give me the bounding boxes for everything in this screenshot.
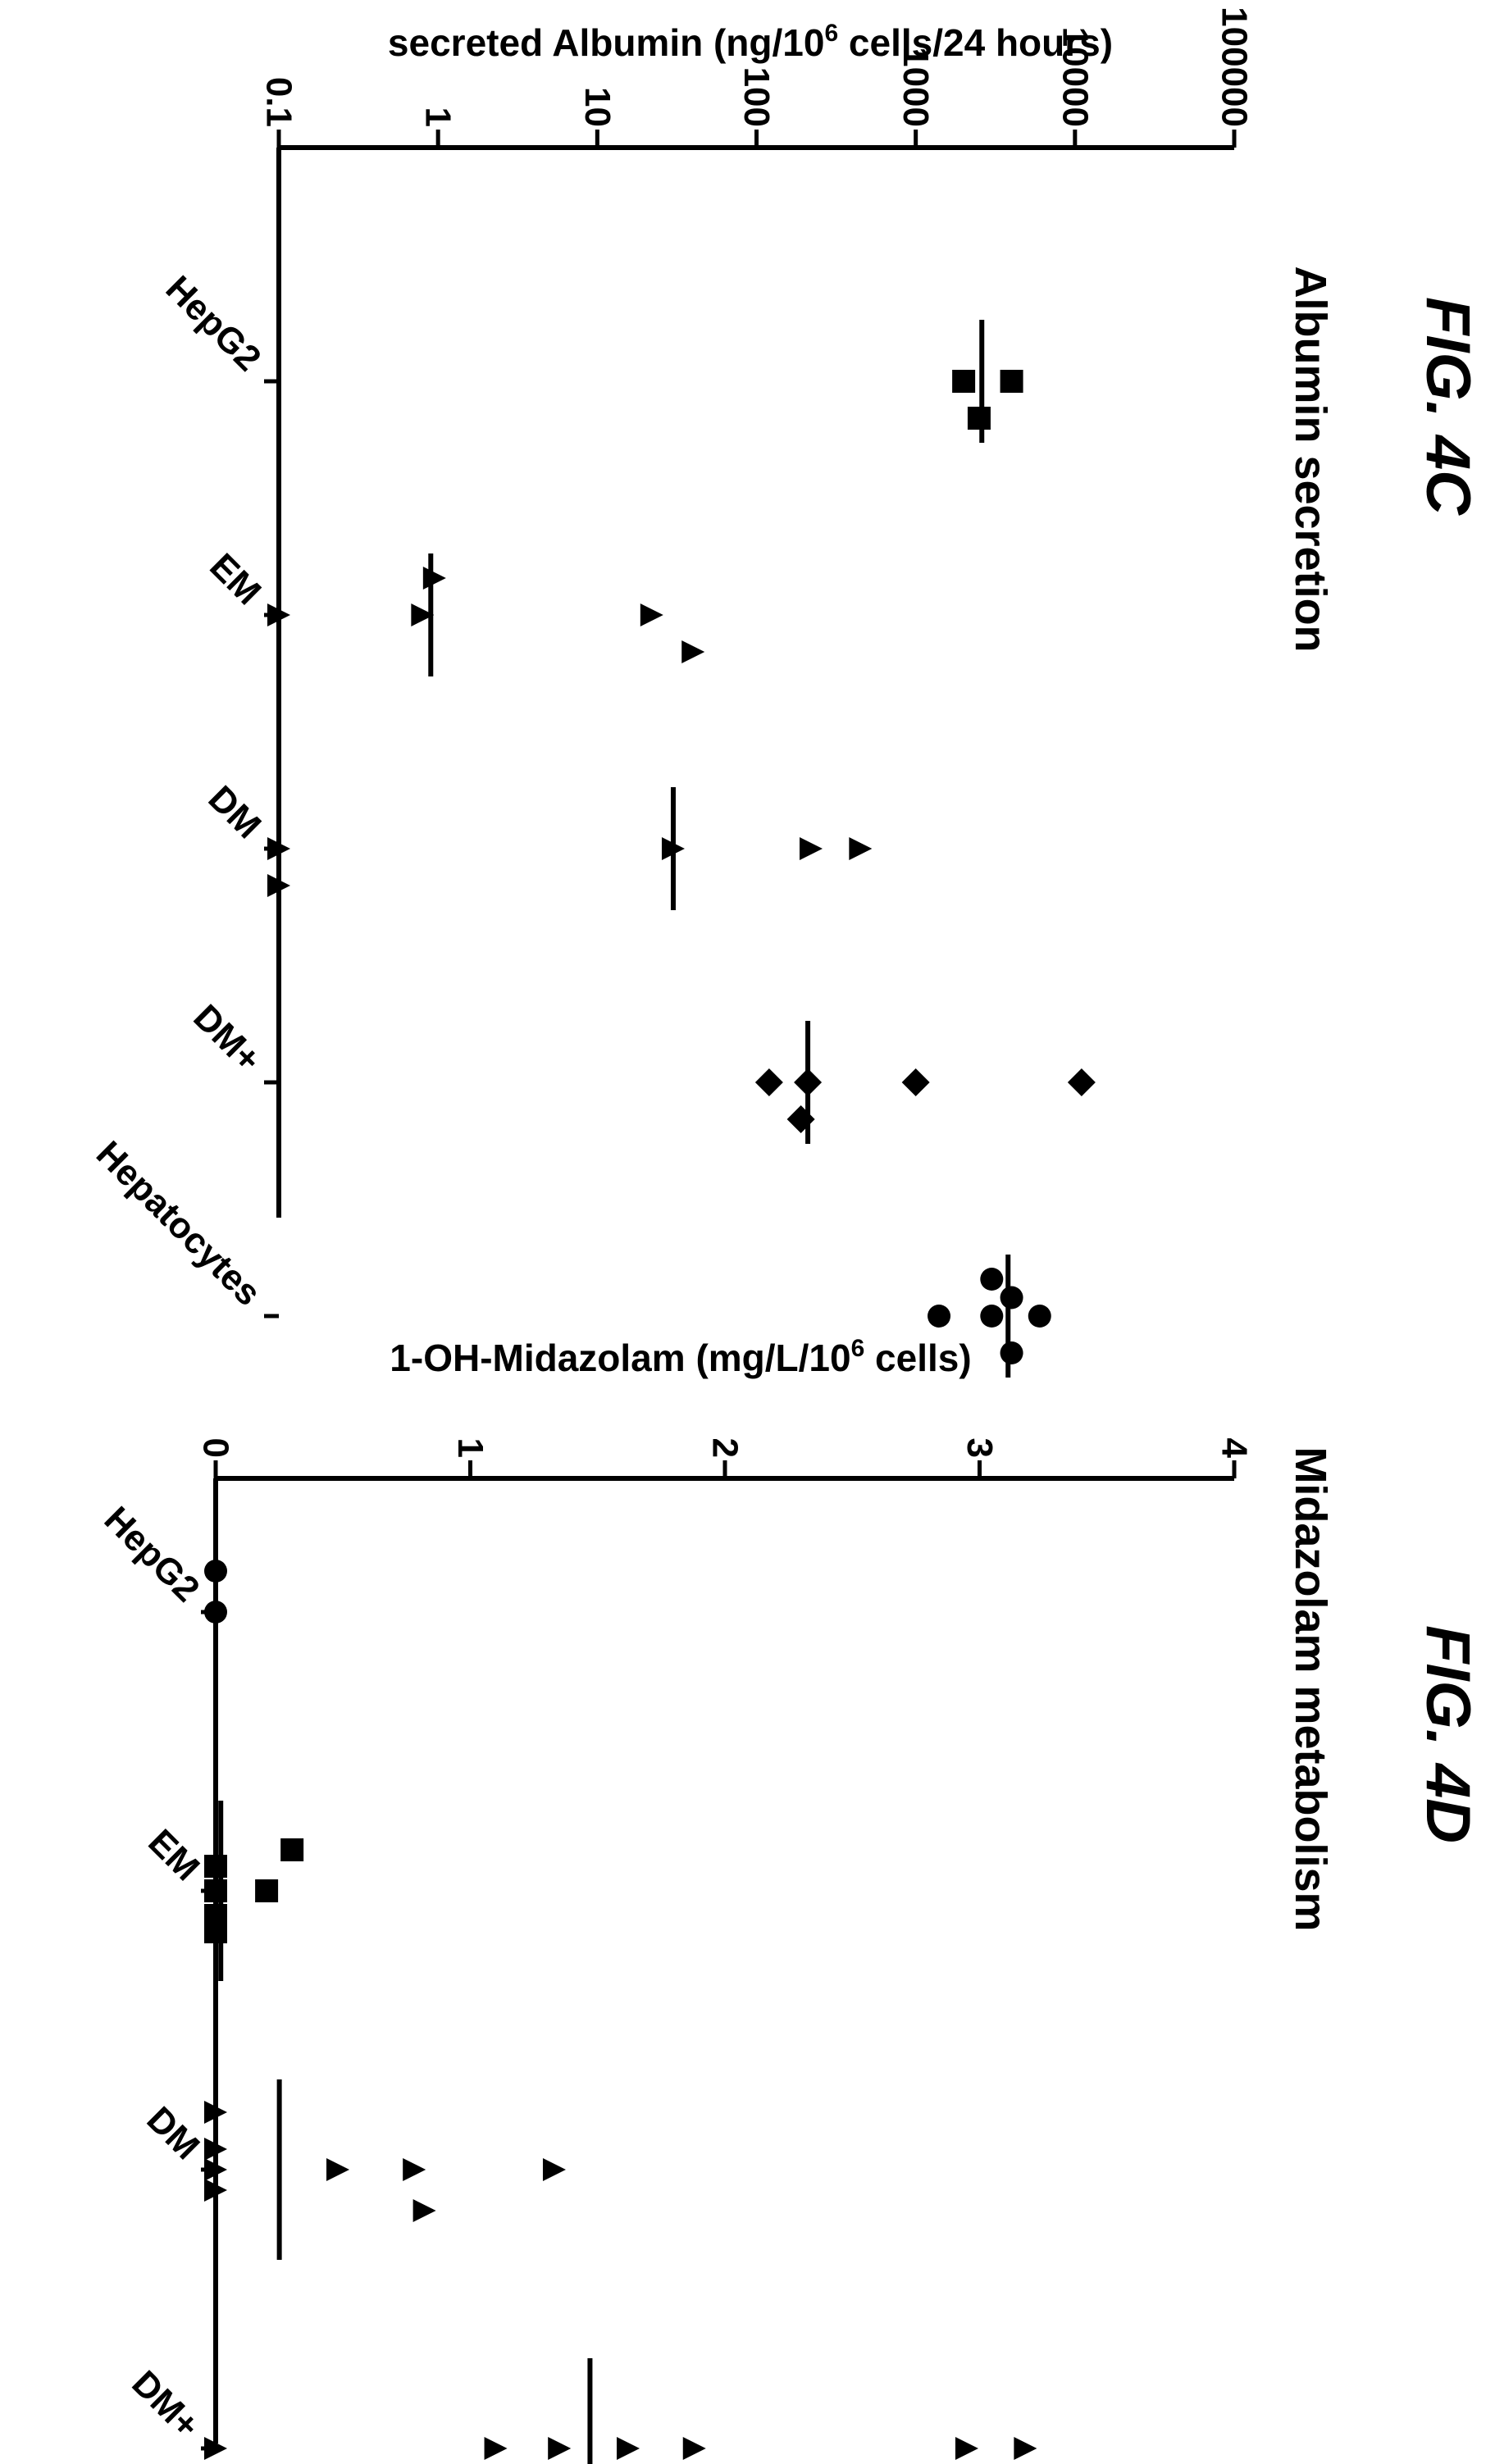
data-point xyxy=(204,2138,227,2161)
data-point xyxy=(661,837,685,860)
data-point xyxy=(799,837,823,860)
data-point xyxy=(1000,370,1023,393)
category-tick-label: DM xyxy=(201,778,269,846)
fig-4d-label: FIG. 4D xyxy=(1413,1625,1483,1843)
data-point xyxy=(542,2158,566,2181)
category-tick-label: DM+ xyxy=(185,997,268,1080)
data-point xyxy=(204,1560,227,1583)
data-point xyxy=(980,1268,1004,1291)
fig-4c-axis-title-sup: 6 xyxy=(824,20,838,47)
data-point xyxy=(952,370,976,393)
data-point xyxy=(1014,2437,1037,2460)
data-point xyxy=(411,603,435,626)
data-point xyxy=(267,837,290,860)
data-point xyxy=(955,2437,978,2460)
category-tick-label: DM+ xyxy=(124,2363,207,2446)
data-point xyxy=(1000,1286,1023,1309)
data-point xyxy=(326,2158,350,2181)
value-tick-label: 0.1 xyxy=(259,77,299,127)
data-point xyxy=(640,603,663,626)
fig-4c-label: FIG. 4C xyxy=(1413,297,1483,516)
category-tick-label: EM xyxy=(202,546,268,613)
data-point xyxy=(786,1105,815,1133)
value-tick-label: 0 xyxy=(196,1438,236,1458)
category-tick-label: Hepatocytes xyxy=(89,1133,269,1314)
fig-4d-axis-title-sup: 6 xyxy=(851,1335,865,1362)
data-point xyxy=(403,2158,426,2181)
data-point xyxy=(1000,1341,1023,1364)
data-point xyxy=(548,2437,572,2460)
fig-4c-title: Albumin secretion xyxy=(1286,266,1335,652)
data-point xyxy=(204,1855,227,1878)
data-point xyxy=(204,2437,227,2460)
value-tick-label: 100 xyxy=(736,67,777,127)
data-point xyxy=(204,1601,227,1624)
data-point xyxy=(682,2437,706,2460)
fig-4d-value-axis-title: 1-OH-Midazolam (mg/L/106 cells) xyxy=(390,1335,971,1379)
value-tick-label: 10 xyxy=(577,87,618,127)
value-tick-label: 1000 xyxy=(896,47,936,127)
category-tick-label: DM xyxy=(139,2099,207,2167)
data-point xyxy=(422,567,446,590)
value-tick-label: 2 xyxy=(705,1438,745,1458)
data-point xyxy=(617,2437,640,2460)
data-point xyxy=(794,1068,823,1096)
fig-4c-value-axis-title: secreted Albumin (ng/106 cells/24 hours) xyxy=(388,20,1113,64)
value-tick-label: 100000 xyxy=(1215,7,1255,127)
data-point xyxy=(980,1305,1004,1328)
data-point xyxy=(204,1920,227,1943)
data-point xyxy=(901,1068,930,1096)
data-point xyxy=(267,603,290,626)
fig-4c-axis-title-part1: secreted Albumin (ng/10 xyxy=(388,21,825,64)
data-point xyxy=(255,1879,279,1902)
fig-4d-axis-title-part1: 1-OH-Midazolam (mg/L/10 xyxy=(390,1337,850,1379)
data-point xyxy=(967,407,991,430)
fig-4c-axis-title-part2: cells/24 hours) xyxy=(838,21,1113,64)
data-point xyxy=(280,1838,304,1861)
value-tick-label: 10000 xyxy=(1055,27,1095,127)
category-tick-label: EM xyxy=(140,1822,207,1888)
fig-4d-axis-title-part2: cells) xyxy=(864,1337,971,1379)
data-point xyxy=(1067,1068,1096,1096)
data-point xyxy=(204,2158,227,2181)
data-point xyxy=(412,2199,436,2222)
fig-4d-title: Midazolam metabolism xyxy=(1286,1446,1335,1931)
data-point xyxy=(754,1068,783,1096)
value-tick-label: 3 xyxy=(959,1438,1000,1458)
data-point xyxy=(1028,1305,1051,1328)
data-point xyxy=(681,640,705,663)
data-point xyxy=(204,2101,227,2124)
value-tick-label: 1 xyxy=(418,107,458,127)
data-point xyxy=(928,1305,951,1328)
data-point xyxy=(267,874,290,897)
data-point xyxy=(204,1879,227,1902)
value-tick-label: 1 xyxy=(450,1438,490,1458)
data-point xyxy=(204,2179,227,2202)
data-point xyxy=(484,2437,508,2460)
category-tick-label: HepG2 xyxy=(158,268,269,379)
data-point xyxy=(849,837,873,860)
fig-4c-chart: 0.1 1 10 100 1000 10000 100000 HepG2 EM DM DM+ Hepa… xyxy=(89,7,1255,1378)
fig-4d-chart: 0 1 2 3 4 HepG2 EM DM DM+ xyxy=(97,1438,1255,2464)
value-tick-label: 4 xyxy=(1215,1438,1255,1459)
category-tick-label: HepG2 xyxy=(97,1499,207,1610)
